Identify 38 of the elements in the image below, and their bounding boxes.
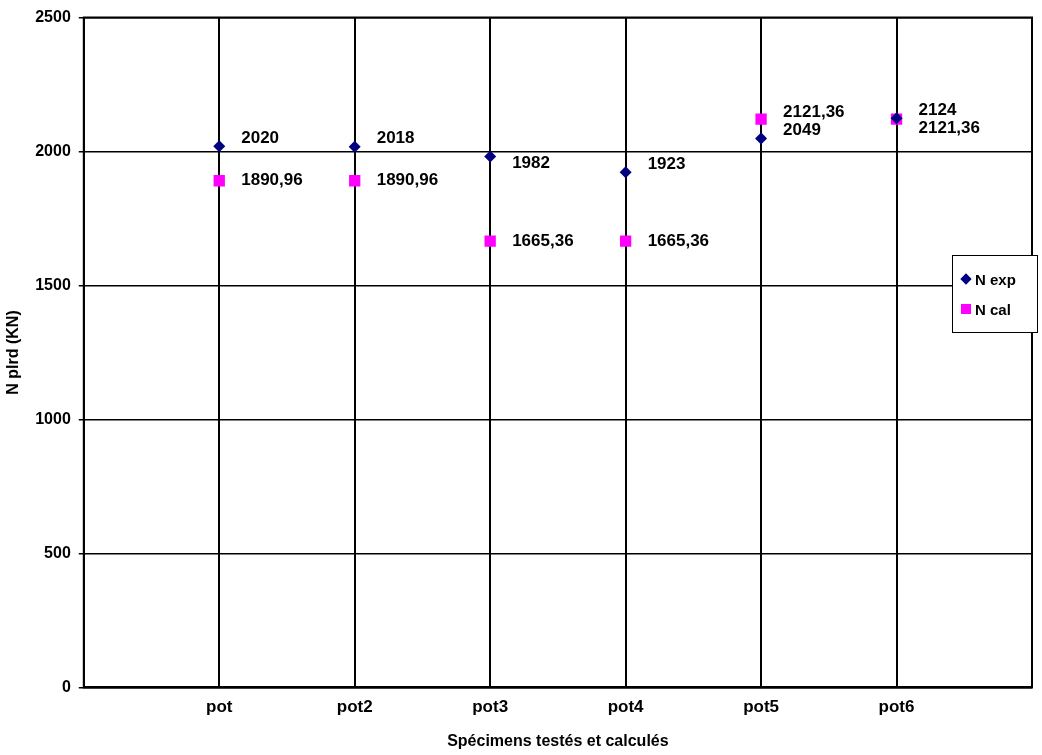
point [619, 235, 632, 247]
y-axis-title: N plrd (KN) [4, 310, 22, 395]
data-label: 2020 [241, 127, 280, 147]
point [484, 235, 496, 247]
data-label: 2121,36 [783, 102, 845, 122]
y-tick-label: 2000 [35, 141, 71, 159]
y-tick-label: 1500 [35, 275, 71, 293]
point [619, 166, 632, 179]
data-label: 1890,96 [241, 170, 303, 190]
data-label: 2121,36 [918, 118, 980, 138]
data-label: 1923 [647, 153, 686, 173]
data-label: 1665,36 [647, 230, 710, 250]
y-tick-label: 1000 [35, 409, 71, 427]
data-label: 1665,36 [512, 230, 574, 250]
x-axis-title: Spécimens testés et calculés [447, 731, 669, 749]
point [213, 140, 226, 153]
point [484, 150, 497, 163]
point [755, 132, 768, 145]
data-label: 2049 [783, 120, 821, 140]
data-label: 2018 [376, 128, 415, 148]
x-tick-label: pot6 [878, 697, 915, 717]
x-tick-label: pot [206, 697, 233, 717]
point [755, 113, 767, 125]
x-tick-label: pot3 [472, 697, 509, 717]
point [348, 140, 361, 153]
x-tick-label: pot4 [607, 697, 645, 717]
data-label: 1890,96 [376, 170, 439, 190]
data-label: 1982 [512, 153, 550, 173]
x-tick-label: pot5 [743, 697, 780, 717]
x-tick-label: pot2 [336, 697, 373, 717]
y-tick-label: 500 [44, 543, 71, 561]
point [349, 175, 361, 187]
data-label: 2124 [918, 100, 957, 120]
legend-label: N cal [974, 299, 1012, 320]
legend-label: N exp [974, 269, 1017, 290]
y-tick-label: 2500 [35, 8, 71, 26]
point [213, 175, 225, 187]
y-tick-label: 0 [61, 677, 71, 695]
